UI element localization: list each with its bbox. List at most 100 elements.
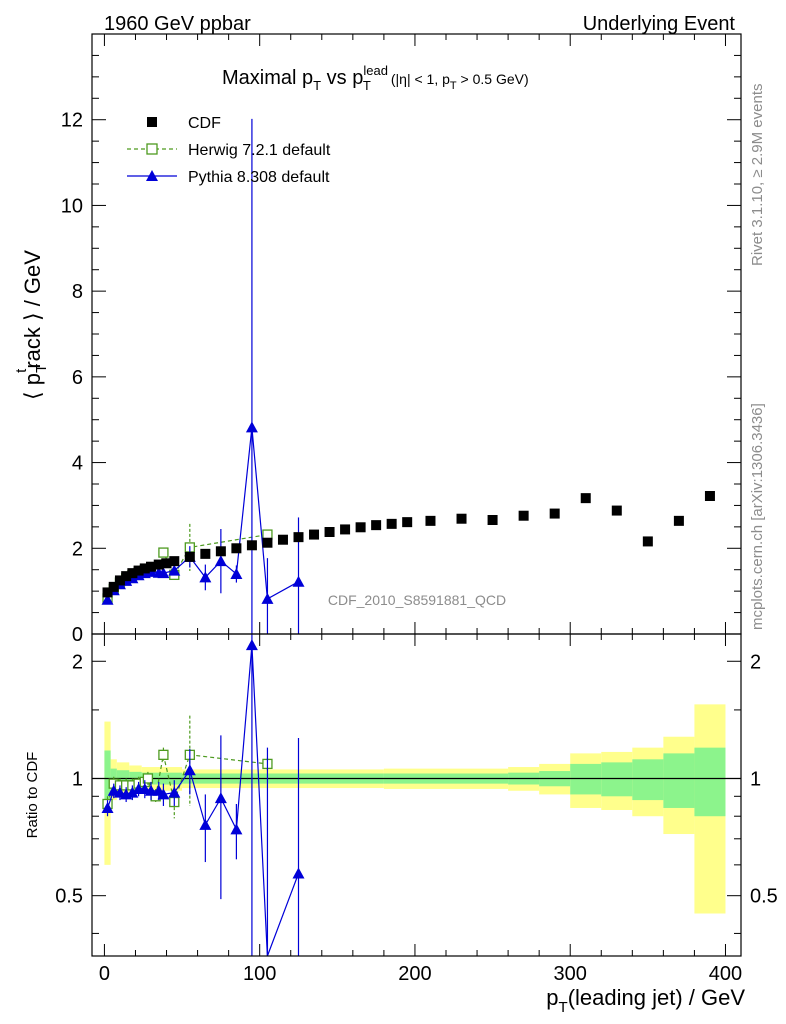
y-tick-label: 4 [72,453,83,475]
legend-label-pythia: Pythia 8.308 default [188,169,330,186]
ratio-y-tick-label-right: 1 [750,768,761,790]
ratio-y-tick-label: 2 [72,651,83,673]
data-point [184,551,195,562]
legend-marker-herwig [146,143,158,155]
data-point [292,867,305,879]
legend-label-herwig: Herwig 7.2.1 default [188,142,331,159]
uncertainty-band-stat [104,750,111,813]
x-tick-label: 100 [243,963,276,985]
data-point [157,788,170,800]
series-line [106,645,300,957]
data-point [157,567,170,579]
uncertainty-band-stat [570,763,602,795]
data-point [230,568,243,579]
data-point [340,524,351,535]
x-tick-label: 400 [709,963,742,985]
data-point [642,536,653,547]
data-point [169,556,180,567]
data-point [199,571,212,583]
legend-marker-pythia [146,170,158,181]
data-point [355,522,366,533]
data-point [200,548,211,559]
data-point [126,786,139,798]
data-point [324,527,335,537]
uncertainty-band-stat [601,762,633,797]
y-tick-label: 10 [61,195,83,217]
data-point [246,540,257,551]
data-point [386,518,397,529]
data-point [215,546,226,557]
data-point [402,517,413,528]
data-point [102,587,113,598]
data-point [199,818,212,830]
data-point [580,493,591,504]
ratio-frame [91,633,742,957]
data-point [168,564,181,576]
y-tick-label: 6 [72,367,83,389]
data-point [214,555,227,567]
data-point [231,543,242,554]
x-tick-label: 200 [398,963,431,985]
header-right: Underlying Event [583,13,736,35]
data-point [549,508,560,519]
data-point [158,749,169,760]
x-tick-label: 300 [554,963,587,985]
data-point [121,571,132,582]
data-point [293,532,304,543]
data-point [142,773,154,784]
y-tick-label: 12 [61,110,83,132]
rivet-text: Rivet 3.1.10, ≥ 2.9M events [749,84,766,267]
mcplots-text: mcplots.cern.ch [arXiv:1306.3436] [749,403,766,630]
y-tick-label: 8 [72,281,83,303]
ratio-y-tick-label: 0.5 [55,886,83,908]
main-ylabel: ⟨ pTtrack ⟩ / GeV [13,250,50,400]
data-point [183,764,196,776]
data-point [704,491,715,501]
data-point [230,823,243,835]
uncertainty-band-stat [632,759,664,801]
data-point [262,537,273,548]
data-point [108,581,119,592]
ratio-y-tick-label: 1 [72,768,83,790]
x-axis-label: pT(leading jet) / GeV [546,985,745,1016]
ratio-y-tick-label-right: 0.5 [750,886,778,908]
data-point [168,786,181,798]
legend: CDF Herwig 7.2.1 default Pythia 8.308 de… [127,115,331,186]
data-point [161,558,172,569]
legend-label-cdf: CDF [188,115,221,132]
main-panel: 0 2 4 6 8 10 12 CDF_2010_S8591881_QCD Maximal … [13,33,742,646]
data-point [133,565,144,576]
data-point [261,592,274,604]
data-point [127,568,138,579]
data-point [371,520,382,531]
data-point [245,421,258,433]
data-point [145,784,157,796]
y-tick-label: 0 [72,624,83,646]
data-point [158,547,169,558]
uncertainty-band-stat [694,747,726,817]
ratio-y-tick-label-right: 2 [750,651,761,673]
x-tick-label: 0 [99,963,110,985]
ratio-panel: 0.5 0.5 1 1 2 2 0 100 200 300 400 Ratio to CDF [24,633,778,985]
legend-marker-cdf [147,117,157,127]
ratio-ylabel: Ratio to CDF [24,752,41,839]
header-left: 1960 GeV ppbar [104,13,251,35]
data-point [101,593,114,605]
data-point [456,513,467,524]
data-point [139,563,150,574]
data-point [487,515,498,525]
data-point [114,575,125,586]
data-point [425,515,436,526]
data-point [153,559,164,570]
watermark: CDF_2010_S8591881_QCD [328,592,506,608]
main-title: Maximal pT vs plead T (|η| < 1, pT > 0.5 G… [222,63,529,93]
data-point [673,515,684,526]
data-point [292,575,305,587]
data-point [611,505,622,516]
data-point [309,529,320,540]
data-point [146,561,156,572]
data-point [277,534,288,545]
data-point [245,639,258,651]
data-point [518,510,529,521]
